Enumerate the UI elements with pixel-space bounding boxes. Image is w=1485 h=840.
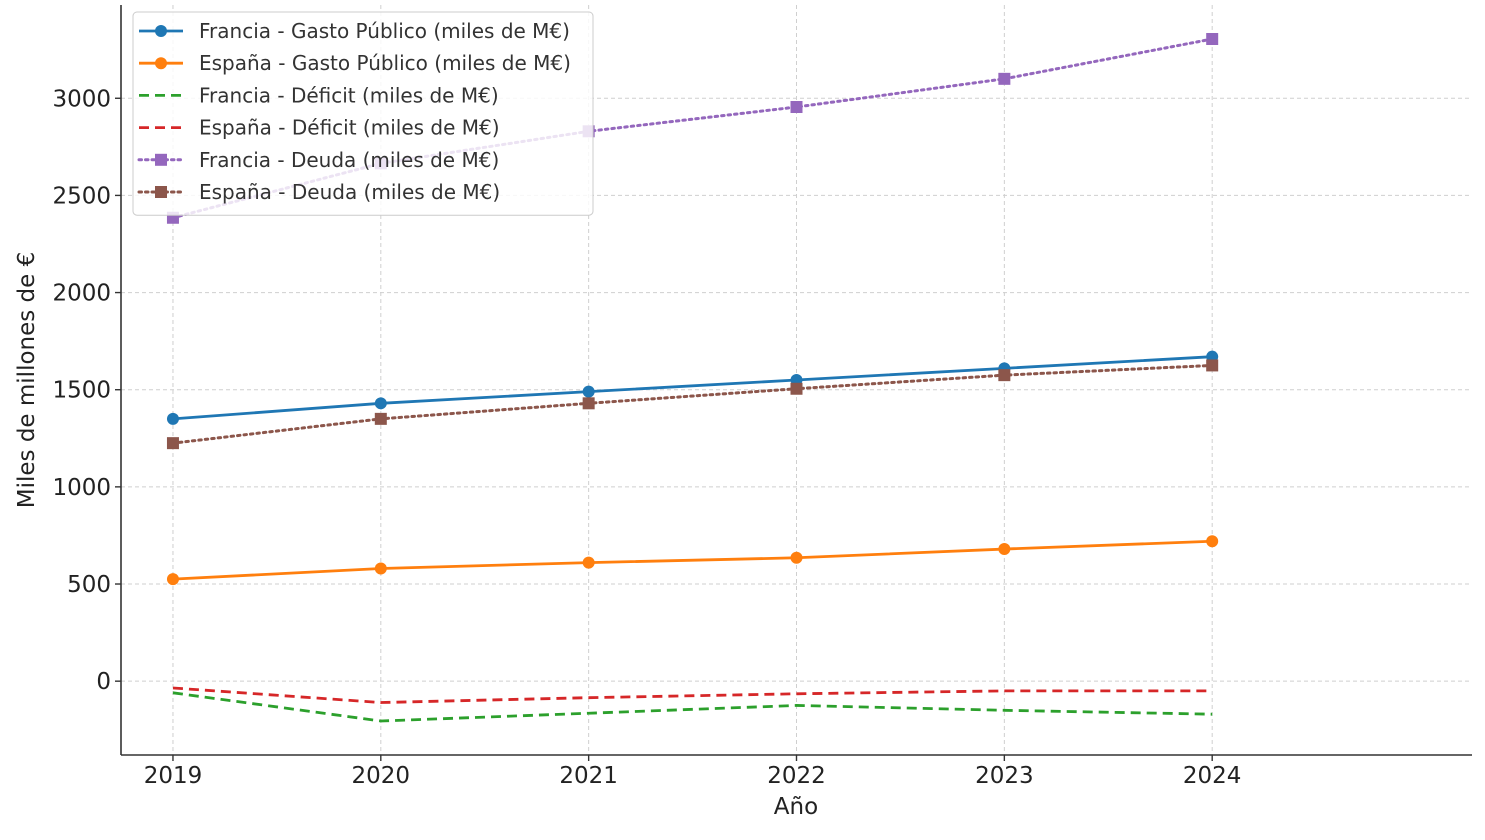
series-1 (166, 350, 1219, 425)
x-tick-label: 2023 (975, 763, 1034, 789)
series-line (172, 686, 1213, 704)
legend-marker (155, 186, 167, 198)
data-point (166, 573, 179, 586)
series-4 (172, 686, 1213, 704)
x-tick-label: 2021 (559, 763, 618, 789)
series-line (172, 539, 1213, 581)
legend-item: España - Gasto Público (miles de M€) (139, 51, 571, 75)
y-tick-label: 3000 (52, 86, 111, 112)
legend-marker (155, 57, 167, 70)
series-group (166, 33, 1219, 723)
x-tick-label: 2019 (144, 763, 203, 789)
x-tick-label: 2022 (767, 763, 826, 789)
axes: 2019 2020 2021 2022 2023 2024 0 500 1000 1500 2000… (52, 5, 1472, 789)
data-point (1206, 33, 1219, 46)
data-point (998, 369, 1011, 382)
y-tick-label: 1000 (52, 475, 111, 501)
data-point (998, 72, 1011, 85)
y-tick-label: 0 (96, 669, 111, 695)
series-3 (172, 691, 1213, 723)
data-point (582, 556, 595, 569)
series-line (172, 355, 1213, 421)
series-line (171, 363, 1214, 445)
x-tick-label: 2024 (1183, 763, 1242, 789)
legend-label: España - Déficit (miles de M€) (199, 116, 500, 140)
y-tick-label: 2500 (52, 183, 111, 209)
data-point (374, 562, 387, 575)
data-point (790, 382, 803, 395)
legend-item: Francia - Deuda (miles de M€) (137, 148, 499, 172)
data-point (374, 397, 387, 410)
series-2 (166, 535, 1219, 586)
legend-box (132, 11, 594, 216)
legend-item: Francia - Gasto Público (miles de M€) (139, 19, 570, 43)
data-point (166, 412, 179, 425)
data-point (1206, 535, 1219, 548)
data-point (166, 437, 179, 450)
data-point (582, 385, 595, 398)
data-point (374, 412, 387, 425)
x-axis-title: Año (774, 794, 818, 820)
series-6 (166, 359, 1219, 450)
y-tick-label: 500 (67, 572, 111, 598)
legend: Francia - Gasto Público (miles de M€) Esp… (132, 11, 594, 216)
data-point (998, 543, 1011, 556)
data-point (582, 397, 595, 410)
y-axis-title: Miles de millones de € (14, 252, 40, 509)
legend-label: Francia - Déficit (miles de M€) (199, 83, 499, 107)
legend-label: Francia - Gasto Público (miles de M€) (199, 19, 570, 43)
legend-label: España - Gasto Público (miles de M€) (199, 51, 571, 75)
data-point (1206, 359, 1219, 372)
legend-item: España - Deuda (miles de M€) (137, 180, 500, 204)
y-tick-label: 1500 (52, 378, 111, 404)
legend-marker (155, 25, 167, 37)
y-tick-label: 2000 (52, 281, 111, 307)
legend-label: España - Deuda (miles de M€) (199, 180, 500, 204)
data-point (790, 551, 803, 564)
series-line (172, 691, 1213, 723)
data-point (790, 101, 803, 114)
legend-marker (155, 153, 167, 166)
legend-item: Francia - Déficit (miles de M€) (139, 83, 499, 107)
legend-item: España - Déficit (miles de M€) (139, 116, 500, 140)
legend-label: Francia - Deuda (miles de M€) (199, 148, 499, 172)
x-tick-label: 2020 (352, 763, 411, 789)
